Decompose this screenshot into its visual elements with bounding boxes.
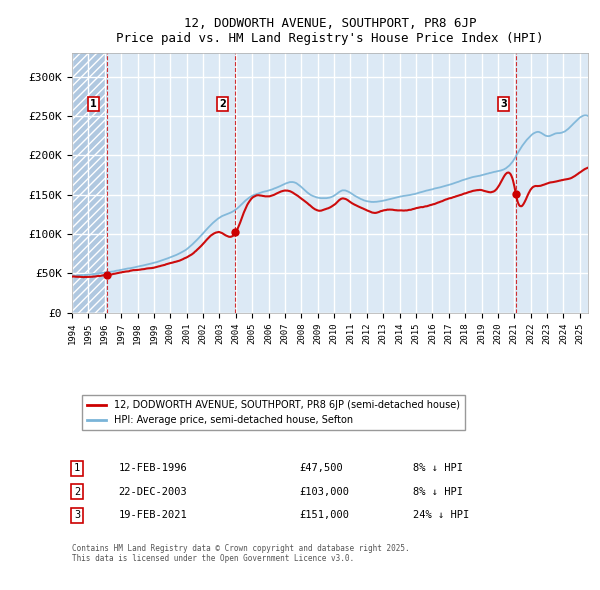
Text: 22-DEC-2003: 22-DEC-2003 [118,487,187,497]
Text: 1: 1 [90,99,97,109]
Text: 1: 1 [74,464,80,473]
Text: Contains HM Land Registry data © Crown copyright and database right 2025.
This d: Contains HM Land Registry data © Crown c… [72,544,410,563]
Text: 24% ↓ HPI: 24% ↓ HPI [413,510,469,520]
Text: 3: 3 [74,510,80,520]
Text: £151,000: £151,000 [299,510,349,520]
Text: 8% ↓ HPI: 8% ↓ HPI [413,464,463,473]
Legend: 12, DODWORTH AVENUE, SOUTHPORT, PR8 6JP (semi-detached house), HPI: Average pric: 12, DODWORTH AVENUE, SOUTHPORT, PR8 6JP … [82,395,465,430]
Text: 19-FEB-2021: 19-FEB-2021 [118,510,187,520]
Text: £47,500: £47,500 [299,464,343,473]
Text: 2: 2 [74,487,80,497]
Text: 12-FEB-1996: 12-FEB-1996 [118,464,187,473]
Text: 8% ↓ HPI: 8% ↓ HPI [413,487,463,497]
Bar [72,53,107,313]
Text: 2: 2 [219,99,226,109]
Text: 3: 3 [500,99,506,109]
Text: £103,000: £103,000 [299,487,349,497]
Title: 12, DODWORTH AVENUE, SOUTHPORT, PR8 6JP
Price paid vs. HM Land Registry's House : 12, DODWORTH AVENUE, SOUTHPORT, PR8 6JP … [116,17,544,45]
